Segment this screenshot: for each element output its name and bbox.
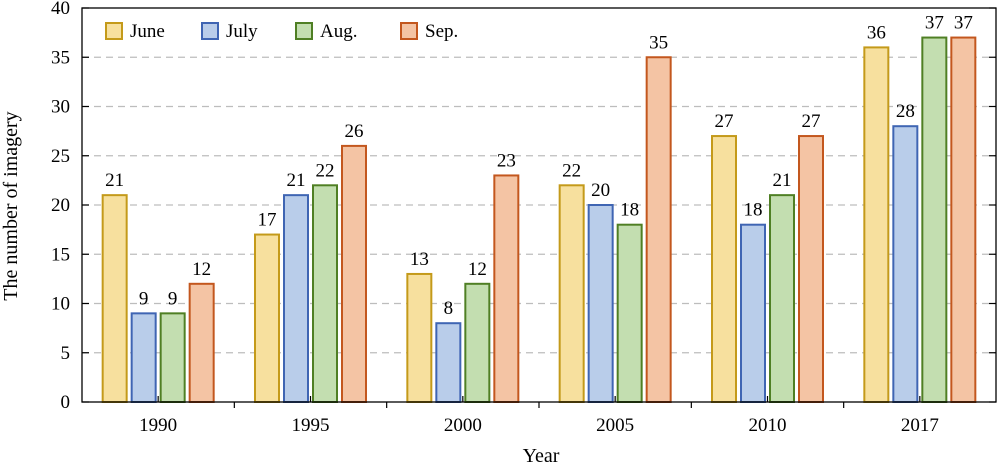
y-tick-label: 20 (51, 195, 70, 216)
bar-july-2010 (740, 223, 766, 403)
x-tick-label: 1995 (292, 415, 330, 436)
bar-july-2005 (587, 204, 614, 403)
y-tick-label: 0 (61, 392, 71, 413)
y-tick-label: 35 (51, 47, 70, 68)
x-tick-label: 2010 (749, 415, 787, 436)
x-tick-label: 2017 (901, 415, 939, 436)
data-label: 37 (925, 13, 944, 34)
bar-aug-2005 (616, 223, 643, 403)
bar-july-2000 (435, 322, 462, 404)
data-label: 13 (410, 249, 429, 270)
bar-june-1995 (254, 233, 280, 403)
data-label: 17 (258, 210, 277, 231)
legend-label: July (226, 21, 258, 42)
data-label: 37 (954, 13, 973, 34)
y-axis-title: The number of imagery (0, 111, 22, 300)
bar-aug-2010 (769, 194, 795, 403)
data-label: 27 (715, 111, 734, 132)
bar-june-2010 (711, 135, 737, 404)
y-tick-label: 40 (51, 0, 70, 19)
legend-swatch-july (201, 22, 219, 40)
bar-june-2000 (406, 272, 433, 404)
bar-june-2017 (863, 46, 890, 404)
legend-label: Aug. (320, 21, 357, 42)
y-tick-label: 25 (51, 146, 70, 167)
bar-july-2017 (892, 125, 919, 403)
bar-june-1990 (101, 194, 128, 403)
x-tick-label: 1990 (139, 415, 177, 436)
y-tick-label: 15 (51, 244, 70, 265)
bar-sep-1990 (188, 282, 215, 403)
legend-swatch-june (105, 22, 123, 40)
data-label: 36 (867, 22, 886, 43)
x-tick-label: 2005 (596, 415, 634, 436)
plot-frame (81, 7, 997, 403)
bar-sep-2017 (950, 36, 977, 404)
bar-aug-2000 (464, 282, 491, 403)
data-label: 22 (562, 160, 581, 181)
x-axis-title: Year (523, 445, 560, 464)
grid-lines (82, 56, 996, 354)
bar-aug-1995 (312, 184, 338, 403)
data-label: 8 (444, 298, 454, 319)
bar-sep-2010 (798, 135, 824, 404)
legend-label: June (130, 21, 165, 42)
y-tick-label: 5 (61, 343, 71, 364)
legend: June July Aug. Sep. (105, 21, 458, 42)
bar-sep-1995 (341, 144, 367, 403)
bar-aug-2017 (921, 36, 948, 404)
bar-june-2005 (558, 184, 585, 403)
data-label: 35 (649, 32, 668, 53)
data-label: 12 (192, 259, 211, 280)
data-label: 20 (591, 180, 610, 201)
legend-label: Sep. (425, 21, 458, 42)
legend-swatch-sep (400, 22, 418, 40)
data-label: 18 (620, 200, 639, 221)
data-label: 23 (497, 150, 516, 171)
y-tick-label: 30 (51, 97, 70, 118)
bar-sep-2005 (645, 56, 672, 403)
data-label: 18 (744, 200, 763, 221)
data-label: 21 (105, 170, 124, 191)
data-label: 21 (773, 170, 792, 191)
bar-sep-2000 (493, 174, 520, 403)
bar-aug-1990 (159, 312, 186, 404)
legend-swatch-aug (295, 22, 313, 40)
data-label: 26 (345, 121, 364, 142)
data-label: 22 (316, 160, 335, 181)
data-label: 9 (139, 288, 149, 309)
bars (101, 36, 977, 404)
data-label: 12 (468, 259, 487, 280)
data-label: 21 (287, 170, 306, 191)
x-tick-label: 2000 (444, 415, 482, 436)
bar-july-1995 (283, 194, 309, 403)
y-tick-label: 10 (51, 294, 70, 315)
data-label: 28 (896, 101, 915, 122)
data-label: 9 (168, 288, 178, 309)
data-label: 27 (802, 111, 821, 132)
bar-july-1990 (130, 312, 157, 404)
value-labels: 21 9 9 12 17 21 22 26 13 8 12 23 22 20 18 35 27 18 21 27 36 2… (105, 13, 973, 320)
